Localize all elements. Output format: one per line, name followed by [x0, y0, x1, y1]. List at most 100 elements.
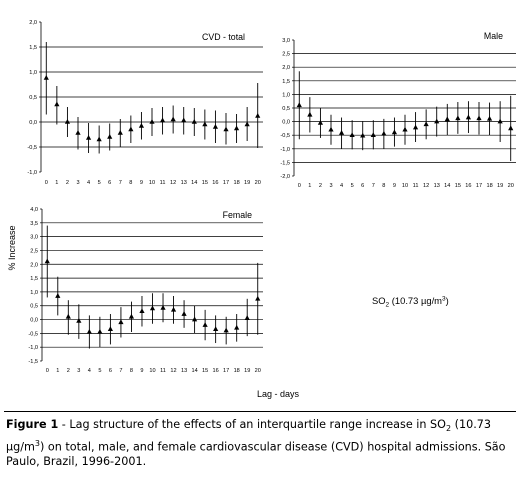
cvd-total-y-tick-label: -0,5 — [27, 145, 37, 151]
male-y-tick-label: -2,0 — [280, 174, 290, 180]
cvd-total-data-point — [159, 117, 166, 123]
male-x-tick-label: 12 — [423, 183, 429, 189]
male-x-tick-label: 8 — [382, 183, 385, 189]
female-x-tick-label: 4 — [88, 368, 91, 374]
cvd-total-x-tick-label: 7 — [119, 180, 122, 186]
female-data-point — [170, 306, 177, 312]
cvd-total-x-tick-label: 13 — [181, 180, 187, 186]
female-data-point — [76, 317, 82, 323]
female-x-tick-label: 19 — [244, 368, 250, 374]
cvd-total-data-point — [107, 134, 113, 139]
female-y-tick-label: -1,0 — [28, 345, 38, 351]
cvd-total-data-point — [149, 119, 155, 124]
male-y-tick-label: 1,5 — [282, 79, 290, 85]
cvd-total-data-point — [202, 121, 208, 127]
female-y-tick-label: 1,5 — [30, 276, 38, 282]
female-data-point — [255, 295, 261, 301]
cvd-total-data-point — [85, 135, 92, 140]
male-x-tick-label: 15 — [455, 183, 461, 189]
cvd-total-x-tick-label: 1 — [55, 180, 58, 186]
cvd-total-x-tick-label: 19 — [244, 180, 250, 186]
female-y-tick-label: 4,0 — [30, 207, 38, 213]
female-x-tick-label: 15 — [202, 368, 208, 374]
cvd-total-x-tick-label: 16 — [212, 180, 218, 186]
cvd-total-x-tick-label: 10 — [149, 180, 155, 186]
female-y-tick-label: 2,0 — [30, 262, 38, 268]
figure-caption: Figure 1 - Lag structure of the effects … — [6, 418, 512, 470]
male-y-tick-label: -0,5 — [280, 133, 290, 139]
cvd-total-data-point — [64, 119, 71, 124]
male-data-point — [497, 118, 503, 124]
male-x-tick-label: 16 — [465, 183, 471, 189]
female-data-point — [118, 319, 124, 325]
pollutant-symbol: SO — [372, 295, 386, 306]
cvd-total-x-tick-label: 5 — [98, 180, 101, 186]
male-data-point — [381, 130, 387, 136]
figure-canvas: -1,0-0,50,00,51,01,52,00 1 2 3 4 5 6 7 8 9 10 11 12 1… — [7, 20, 516, 399]
male-data-point — [370, 132, 376, 137]
male-data-point — [455, 115, 461, 121]
female-data-point — [107, 326, 114, 332]
male-data-point — [349, 132, 355, 137]
male-data-point — [360, 132, 366, 138]
female-y-tick-label: -1,5 — [28, 359, 38, 365]
caption-superscript: 3 — [34, 438, 40, 448]
female-x-tick-label: 2 — [67, 368, 70, 374]
male-x-tick-label: 14 — [444, 183, 450, 189]
cvd-total-y-tick-label: 1,0 — [29, 70, 37, 76]
caption-top-rule — [4, 411, 516, 412]
pollutant-subscript: 2 — [386, 302, 390, 309]
female-x-tick-label: 9 — [140, 368, 143, 374]
panel-male: -2,0-1,5-1,0-0,50,00,51,01,52,02,53,00 1 2… — [280, 31, 516, 189]
x-axis-label: Lag - days — [257, 389, 300, 399]
male-x-tick-label: 10 — [402, 183, 408, 189]
female-panel-title: Female — [223, 210, 252, 220]
male-y-tick-label: 0,0 — [282, 120, 290, 126]
male-x-tick-label: 7 — [372, 183, 375, 189]
female-data-point — [55, 293, 61, 298]
female-x-tick-label: 11 — [160, 368, 166, 374]
caption-text-2: (10.73 µg/m — [6, 418, 492, 454]
cvd-total-data-point — [191, 119, 197, 124]
pollutant-close: ) — [446, 295, 449, 306]
female-data-point — [139, 308, 145, 314]
female-data-point — [213, 326, 219, 332]
male-x-tick-label: 20 — [508, 183, 514, 189]
cvd-total-x-tick-label: 12 — [170, 180, 176, 186]
female-x-tick-label: 20 — [255, 368, 261, 374]
cvd-total-data-point — [138, 123, 145, 128]
cvd-total-x-tick-label: 2 — [66, 180, 69, 186]
female-x-tick-label: 12 — [170, 368, 176, 374]
male-data-point — [444, 116, 450, 122]
female-data-point — [191, 316, 198, 322]
caption-text-1: - Lag structure of the effects of an int… — [58, 418, 446, 431]
male-x-tick-label: 5 — [351, 183, 354, 189]
female-x-tick-label: 17 — [223, 368, 229, 374]
male-y-tick-label: 2,5 — [282, 52, 290, 58]
cvd-total-data-point — [212, 124, 219, 129]
cvd-total-data-point — [43, 75, 49, 80]
female-data-point — [149, 305, 156, 311]
cvd-total-panel-title: CVD - total — [202, 32, 245, 42]
male-data-point — [338, 130, 345, 135]
male-y-tick-label: 2,0 — [282, 65, 290, 71]
female-data-point — [202, 322, 208, 327]
panel-cvd-total: -1,0-0,50,00,51,01,52,00 1 2 3 4 5 6 7 8 9 10 11 12 1… — [27, 20, 263, 186]
female-x-tick-label: 3 — [77, 368, 80, 374]
female-data-point — [234, 324, 240, 330]
female-y-tick-label: 0,5 — [30, 304, 38, 310]
female-x-tick-label: 8 — [130, 368, 133, 374]
female-data-point — [44, 258, 50, 264]
male-data-point — [402, 126, 408, 132]
cvd-total-data-point — [233, 125, 240, 131]
pollutant-label: SO2 (10.73 µg/m3) — [372, 295, 449, 309]
cvd-total-y-tick-label: 1,5 — [29, 45, 37, 51]
cvd-total-x-tick-label: 15 — [202, 180, 208, 186]
cvd-total-data-point — [181, 117, 187, 123]
caption-subscript: 2 — [445, 424, 452, 434]
male-x-tick-label: 17 — [476, 183, 482, 189]
cvd-total-y-tick-label: 0,5 — [29, 95, 37, 101]
cvd-total-y-tick-label: -1,0 — [27, 170, 37, 176]
cvd-total-data-point — [255, 113, 261, 118]
male-data-point — [434, 118, 440, 124]
